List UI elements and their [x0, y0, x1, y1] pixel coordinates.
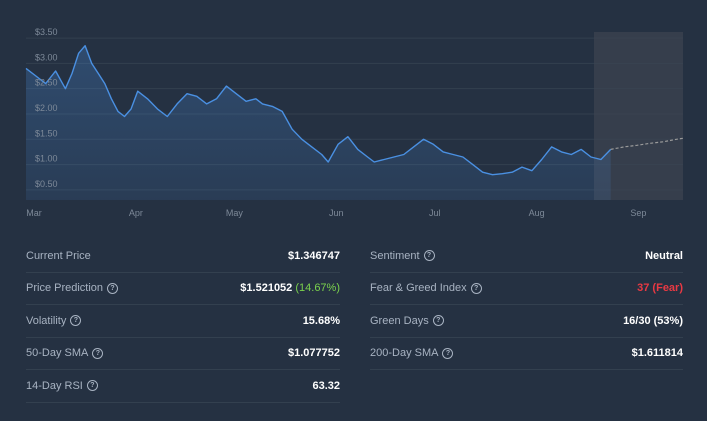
stat-value: $1.521052 — [240, 282, 293, 295]
stat-value: 37 (Fear) — [637, 282, 683, 295]
help-icon[interactable]: ? — [70, 315, 82, 327]
stat-value: $1.077752 — [288, 347, 340, 360]
stat-current-price: Current Price $1.346747 — [26, 240, 340, 273]
stat-green-days: Green Days? 16/30 (53%) — [370, 305, 683, 338]
help-icon[interactable]: ? — [92, 347, 104, 359]
stat-sentiment: Sentiment? Neutral — [370, 240, 683, 273]
stat-label: Fear & Greed Index — [370, 282, 467, 295]
x-tick-label: May — [226, 208, 244, 218]
x-tick-label: Jun — [329, 208, 344, 218]
prediction-line — [610, 137, 684, 150]
y-tick-label: $2.50 — [35, 78, 58, 88]
y-tick-label: $1.00 — [35, 154, 58, 164]
y-tick-label: $2.00 — [35, 103, 58, 113]
stat-50-day-sma: 50-Day SMA? $1.077752 — [26, 338, 340, 370]
x-axis-labels: Mar Apr May Jun Jul Aug Sep — [26, 208, 646, 218]
stat-label: Green Days — [370, 314, 429, 327]
x-tick-label: Apr — [129, 208, 143, 218]
price-area — [26, 45, 611, 201]
price-chart: $0.50 $1.00 $1.50 $2.00 $2.50 $3.00 $3.50 Mar A… — [25, 27, 684, 218]
stat-label: Price Prediction — [26, 282, 104, 295]
y-axis-labels: $0.50 $1.00 $1.50 $2.00 $2.50 $3.00 $3.50 — [35, 27, 58, 189]
stat-value: 63.32 — [312, 379, 340, 392]
stat-label: 14-Day RSI — [26, 379, 83, 392]
help-icon[interactable]: ? — [107, 282, 119, 294]
help-icon[interactable]: ? — [423, 250, 435, 262]
help-icon[interactable]: ? — [442, 347, 454, 359]
y-tick-label: $3.00 — [35, 52, 58, 62]
help-icon[interactable]: ? — [86, 380, 98, 392]
stat-value: Neutral — [645, 249, 683, 262]
x-tick-label: Mar — [26, 208, 42, 218]
stat-value: 16/30 (53%) — [623, 314, 683, 327]
stat-200-day-sma: 200-Day SMA? $1.611814 — [370, 338, 683, 370]
stat-fear-greed-index: Fear & Greed Index? 37 (Fear) — [370, 273, 683, 305]
stat-price-prediction: Price Prediction? $1.521052 (14.67%) — [26, 273, 340, 305]
price-line — [25, 45, 612, 176]
stats-right: Sentiment? Neutral Fear & Greed Index? 3… — [370, 240, 683, 370]
stat-14-day-rsi: 14-Day RSI? 63.32 — [26, 370, 340, 403]
stat-value: 15.68% — [302, 314, 340, 327]
stats-left: Current Price $1.346747 Price Prediction… — [26, 240, 340, 403]
help-icon[interactable]: ? — [432, 315, 444, 327]
stat-label: Sentiment — [370, 249, 420, 262]
x-tick-label: Sep — [630, 208, 646, 218]
help-icon[interactable]: ? — [470, 282, 482, 294]
y-tick-label: $3.50 — [35, 27, 58, 37]
y-tick-label: $0.50 — [35, 179, 58, 189]
stat-label: 200-Day SMA — [370, 347, 439, 360]
stat-value: $1.611814 — [631, 347, 683, 360]
stat-volatility: Volatility? 15.68% — [26, 305, 340, 338]
prediction-change: (14.67%) — [295, 282, 340, 295]
stat-label: Current Price — [26, 249, 91, 262]
stat-value: $1.346747 — [288, 249, 340, 262]
x-tick-label: Jul — [429, 208, 441, 218]
stat-label: Volatility — [26, 314, 67, 327]
x-tick-label: Aug — [529, 208, 545, 218]
stat-label: 50-Day SMA — [26, 347, 89, 360]
y-tick-label: $1.50 — [35, 128, 58, 138]
